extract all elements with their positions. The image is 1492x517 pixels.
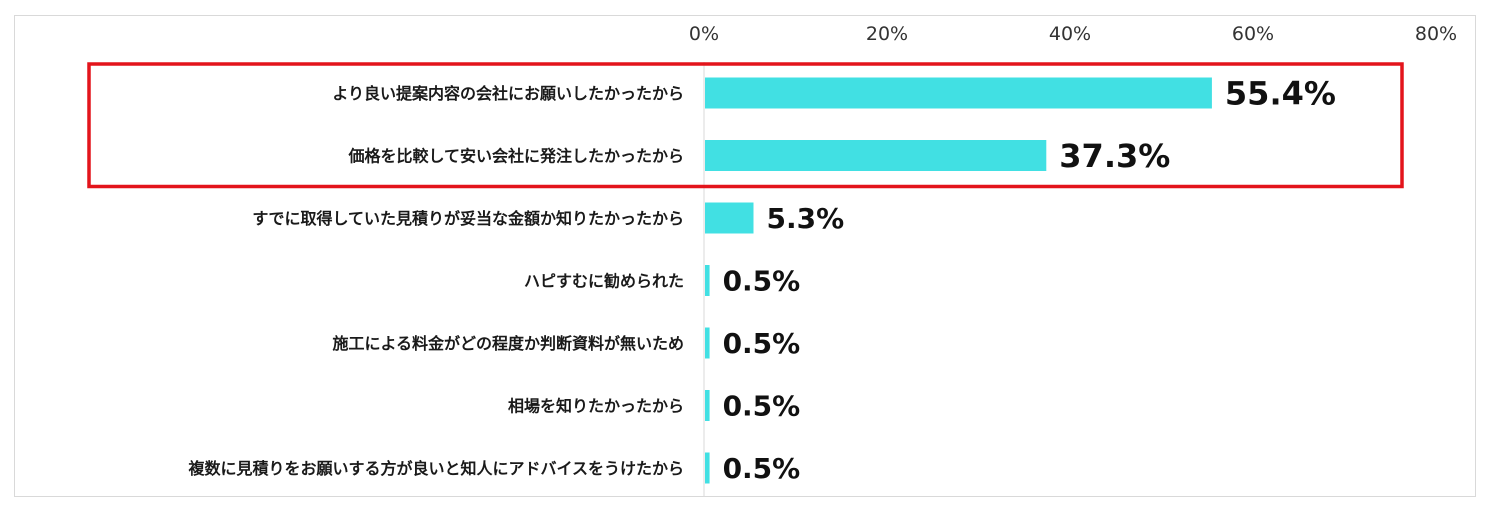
x-tick-label: 80% (1415, 23, 1457, 45)
value-label: 0.5% (723, 327, 801, 360)
value-label: 55.4% (1225, 75, 1336, 113)
bar (705, 140, 1047, 171)
category-label: 相場を知りたかったから (508, 397, 684, 416)
value-label: 37.3% (1059, 137, 1170, 175)
bar (705, 265, 710, 296)
category-label: 複数に見積りをお願いする方が良いと知人にアドバイスをうけたから (187, 459, 684, 478)
bar (705, 452, 710, 484)
category-label: 施工による料金がどの程度か判断資料が無いため (332, 334, 684, 353)
category-label: 価格を比較して安い会社に発注したかったから (347, 147, 684, 166)
x-tick-label: 0% (689, 23, 719, 45)
value-label: 5.3% (766, 202, 844, 235)
bar (705, 77, 1212, 109)
value-label: 0.5% (723, 452, 801, 485)
x-tick-label: 60% (1232, 23, 1274, 45)
x-tick-label: 40% (1049, 23, 1091, 45)
x-axis-ticks: 0% 20% 40% 60% 80% (689, 23, 1457, 45)
bar (705, 202, 754, 234)
bar (705, 327, 710, 359)
category-label: より良い提案内容の会社にお願いしたかったから (332, 84, 684, 103)
value-label: 0.5% (723, 265, 801, 298)
highlight-box (87, 62, 1404, 189)
category-labels: より良い提案内容の会社にお願いしたかったから価格を比較して安い会社に発注したかっ… (187, 84, 684, 478)
category-label: すでに取得していた見積りが妥当な金額か知りたかったから (252, 209, 684, 228)
bars (705, 77, 1212, 484)
value-labels: 55.4% 37.3% 5.3% 0.5% 0.5% 0.5% 0.5% (723, 75, 1336, 486)
value-label: 0.5% (723, 390, 801, 423)
x-tick-label: 20% (866, 23, 908, 45)
bar (705, 390, 710, 421)
category-label: ハピすむに勧められた (524, 272, 684, 291)
